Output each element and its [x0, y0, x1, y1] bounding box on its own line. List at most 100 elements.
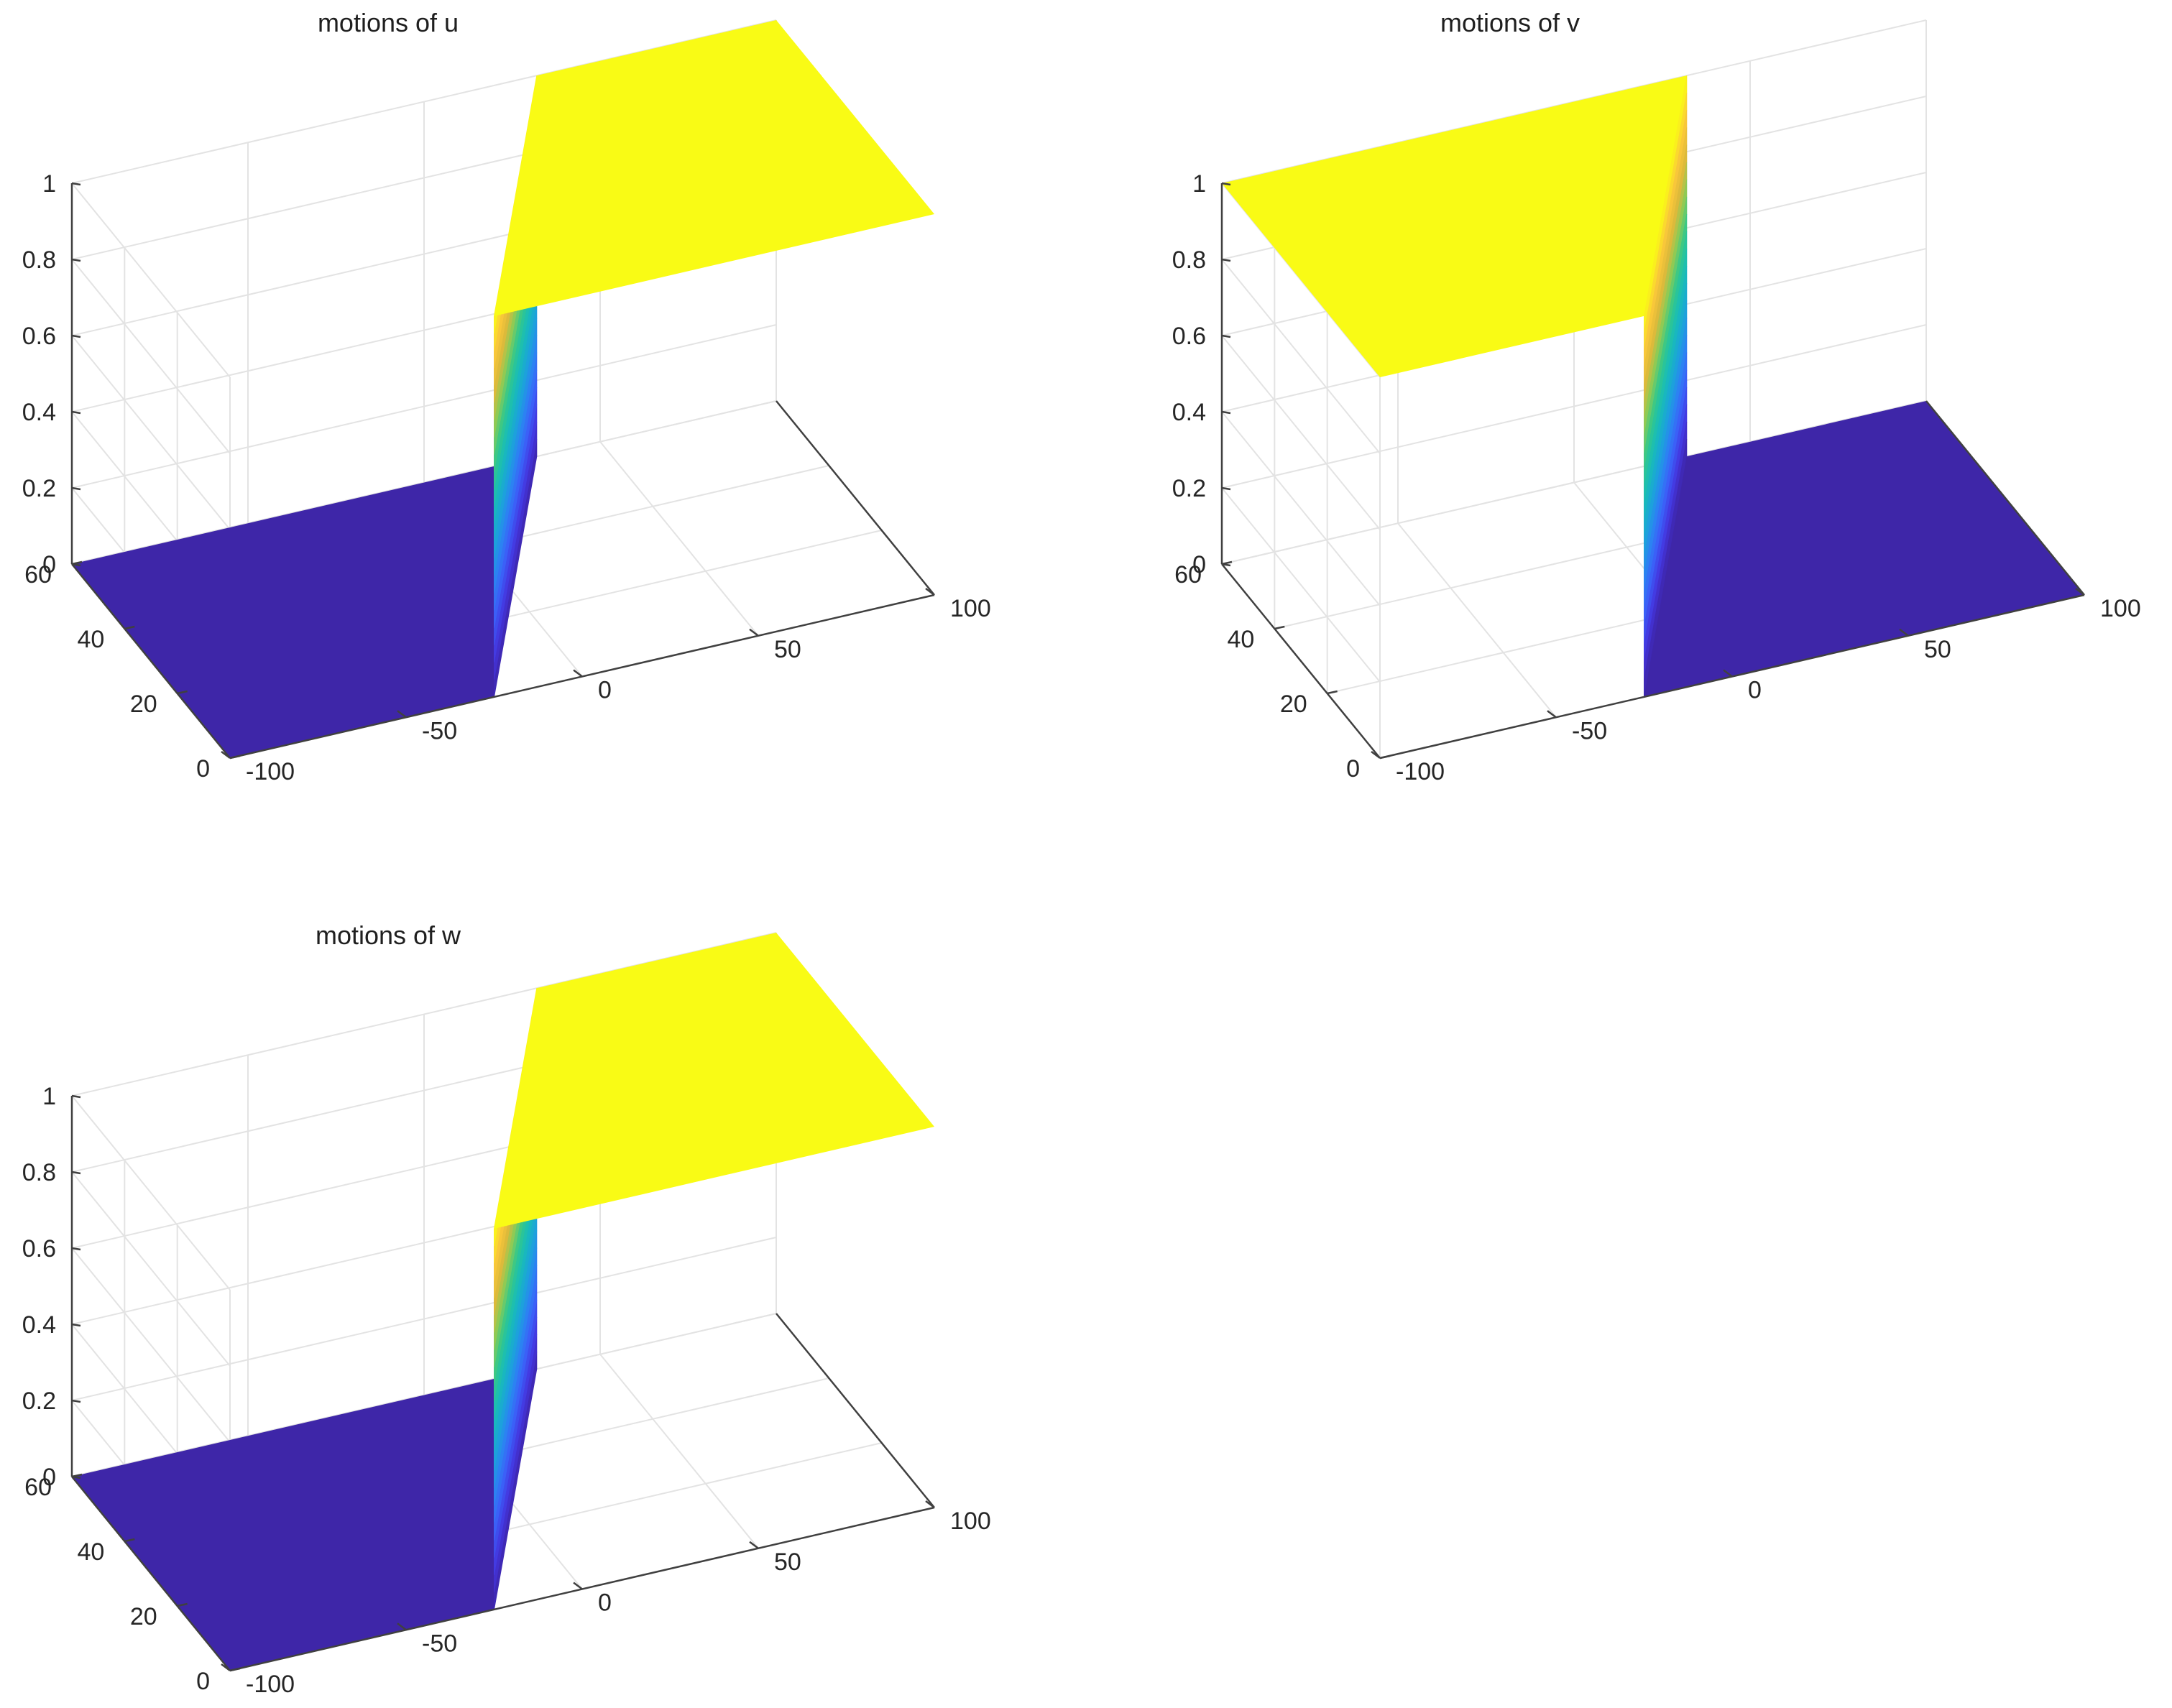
- z-tick: [71, 410, 81, 415]
- surface-back-plane: [494, 933, 934, 1229]
- z-tick: [71, 258, 81, 262]
- grid-line-z: [1221, 411, 1381, 606]
- x-tick: [1547, 710, 1557, 719]
- z-tick-label: 0.8: [22, 1159, 56, 1186]
- x-tick-label: 0: [1748, 677, 1762, 704]
- x-tick-label: -100: [246, 1671, 295, 1698]
- grid-line-x: [599, 441, 759, 637]
- y-tick-label: 0: [196, 755, 210, 783]
- grid-line-z: [1221, 487, 1381, 683]
- y-tick-label: 20: [130, 1603, 157, 1630]
- x-tick-label: -100: [1396, 758, 1445, 785]
- grid-line-x: [1397, 522, 1557, 718]
- x-tick-label: 50: [1924, 636, 1951, 663]
- x-tick: [1899, 628, 1909, 637]
- z-tick-label: 0.2: [22, 1388, 56, 1415]
- x-tick: [573, 1582, 583, 1590]
- x-axis-end: [1925, 400, 2085, 596]
- grid-line-z: [71, 335, 231, 530]
- grid-line-z: [71, 259, 231, 454]
- y-tick-label: 0: [1346, 755, 1360, 783]
- z-tick-label: 0.4: [22, 399, 56, 426]
- x-tick: [749, 628, 759, 637]
- surface-plot-w: motions of w -100 -50 0 50 100 0 20 40 60 0 0.2 0.4 0…: [0, 913, 1078, 1708]
- z-tick-label: 0.6: [1172, 323, 1206, 350]
- z-tick: [71, 1171, 81, 1175]
- x-tick-label: -100: [246, 758, 295, 785]
- z-tick-label: 0.4: [22, 1311, 56, 1339]
- grid-line-x: [599, 1354, 759, 1549]
- y-tick: [1379, 754, 1391, 760]
- z-tick-label: 0: [42, 1464, 56, 1491]
- z-tick: [1221, 334, 1231, 338]
- y-tick: [1274, 625, 1285, 630]
- x-tick: [1723, 669, 1733, 678]
- surface-front-plane: [72, 1369, 537, 1671]
- z-tick: [71, 486, 81, 491]
- x-tick: [925, 588, 935, 596]
- z-tick: [1221, 182, 1231, 186]
- y-tick-label: 0: [196, 1668, 210, 1695]
- y-tick-label: 40: [78, 626, 105, 653]
- surface: [72, 933, 934, 1671]
- z-tick-label: 0.2: [1172, 475, 1206, 502]
- z-tick-label: 1: [42, 170, 56, 198]
- grid-line-z: [71, 1095, 231, 1291]
- z-tick-label: 0: [1192, 551, 1206, 578]
- x-tick-label: 100: [2100, 595, 2141, 622]
- surface: [1222, 75, 2084, 697]
- y-tick-label: 40: [78, 1538, 105, 1566]
- surface-front-plane: [72, 456, 537, 758]
- x-tick-label: 0: [598, 1589, 612, 1617]
- z-tick: [1221, 258, 1231, 262]
- surface-back-plane: [1644, 401, 2084, 697]
- x-tick-label: 50: [774, 1548, 801, 1576]
- z-tick: [71, 1094, 81, 1099]
- x-tick-label: 0: [598, 677, 612, 704]
- z-tick: [71, 1323, 81, 1327]
- surface-plot-v: motions of v -100 -50 0 50 100 0 20 40 60 0 0.2 0.4 0…: [1150, 0, 2172, 819]
- y-tick-label: 60: [24, 561, 52, 588]
- z-tick: [1221, 410, 1231, 415]
- y-tick-label: 60: [24, 1474, 52, 1501]
- plot-title: motions of w: [316, 920, 461, 950]
- x-tick: [749, 1541, 759, 1549]
- surface-front-plane: [1222, 75, 1687, 378]
- y-axis: [1221, 563, 1381, 759]
- z-tick-label: 1: [42, 1083, 56, 1110]
- x-tick-label: -50: [422, 1630, 457, 1657]
- grid-line-z: [71, 1247, 231, 1443]
- x-tick: [221, 751, 231, 759]
- z-tick-label: 0.6: [22, 323, 56, 350]
- x-axis-end: [776, 1313, 935, 1508]
- surface-plot-v-canvas: motions of v-100-50050100020406000.20.40…: [1172, 8, 2141, 785]
- x-tick-label: -50: [422, 717, 457, 744]
- x-tick-label: 50: [774, 636, 801, 663]
- z-tick-label: 0.8: [22, 246, 56, 274]
- z-tick-label: 1: [1192, 170, 1206, 198]
- z-tick: [71, 1475, 81, 1480]
- x-tick: [925, 1500, 935, 1508]
- grid-line-z: [71, 1171, 231, 1367]
- z-tick-label: 0.2: [22, 475, 56, 502]
- y-tick-label: 40: [1228, 626, 1255, 653]
- x-tick: [397, 710, 407, 719]
- x-axis-end: [776, 400, 935, 596]
- z-tick-label: 0: [42, 551, 56, 578]
- y-tick: [124, 1538, 135, 1543]
- y-tick: [177, 690, 188, 695]
- z-tick: [71, 1247, 81, 1251]
- y-tick-label: 60: [1174, 561, 1202, 588]
- x-tick: [221, 1663, 231, 1671]
- z-tick: [1221, 563, 1231, 567]
- surface: [72, 20, 934, 758]
- z-tick-label: 0.8: [1172, 246, 1206, 274]
- surface-plot-u-canvas: motions of u-100-50050100020406000.20.40…: [22, 8, 991, 785]
- y-tick-label: 20: [130, 691, 157, 718]
- z-tick-label: 0.6: [22, 1235, 56, 1262]
- x-tick: [1371, 751, 1381, 759]
- y-tick: [124, 625, 135, 630]
- z-tick-label: 0.4: [1172, 399, 1206, 426]
